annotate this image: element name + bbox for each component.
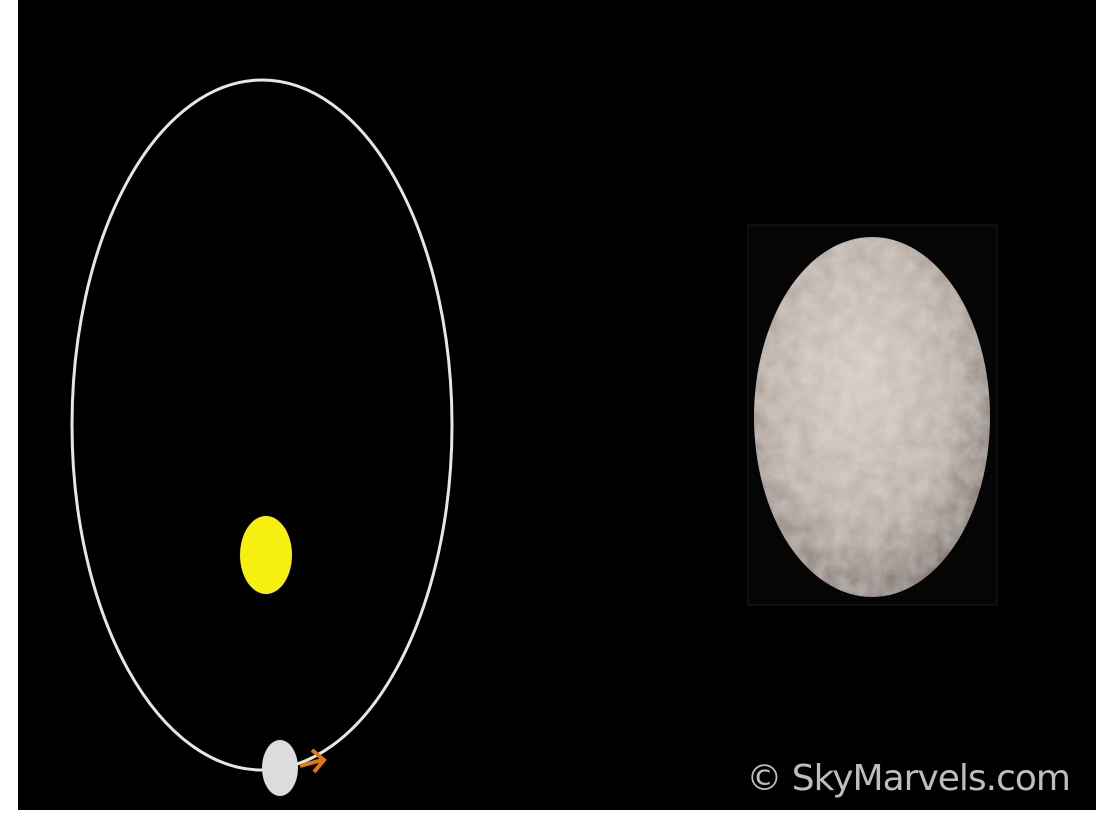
scene: © SkyMarvels.com (0, 0, 1114, 827)
mercury (754, 237, 990, 597)
page: {"watermark": "© SkyMarvels.com"} © SkyM… (0, 0, 1114, 827)
watermark: © SkyMarvels.com (746, 758, 1070, 799)
sun (240, 516, 292, 594)
planet (262, 740, 298, 796)
